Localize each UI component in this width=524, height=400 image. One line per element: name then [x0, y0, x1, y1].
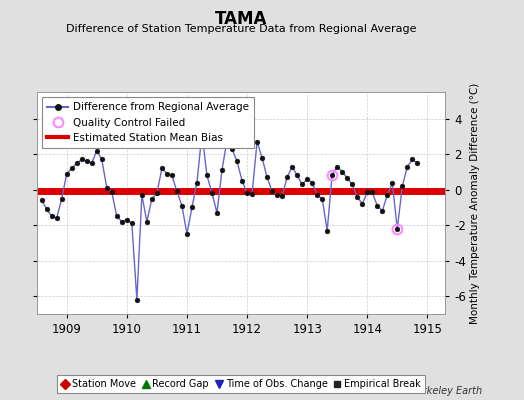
Text: Difference of Station Temperature Data from Regional Average: Difference of Station Temperature Data f… — [66, 24, 416, 34]
Y-axis label: Monthly Temperature Anomaly Difference (°C): Monthly Temperature Anomaly Difference (… — [471, 82, 481, 324]
Legend: Difference from Regional Average, Quality Control Failed, Estimated Station Mean: Difference from Regional Average, Qualit… — [42, 97, 254, 148]
Legend: Station Move, Record Gap, Time of Obs. Change, Empirical Break: Station Move, Record Gap, Time of Obs. C… — [58, 375, 424, 393]
Text: TAMA: TAMA — [215, 10, 267, 28]
Text: Berkeley Earth: Berkeley Earth — [410, 386, 482, 396]
